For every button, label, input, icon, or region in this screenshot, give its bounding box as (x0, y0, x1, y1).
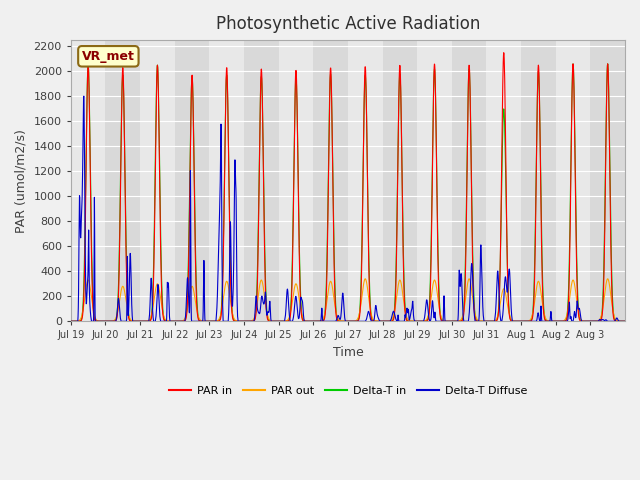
Text: VR_met: VR_met (82, 50, 135, 63)
Bar (175, 40, 209, 321)
Bar (106, 40, 140, 321)
Bar (314, 40, 348, 321)
Y-axis label: PAR (umol/m2/s): PAR (umol/m2/s) (15, 129, 28, 233)
Bar (521, 40, 556, 321)
Bar (383, 40, 417, 321)
Legend: PAR in, PAR out, Delta-T in, Delta-T Diffuse: PAR in, PAR out, Delta-T in, Delta-T Dif… (164, 381, 532, 400)
X-axis label: Time: Time (333, 346, 364, 359)
Title: Photosynthetic Active Radiation: Photosynthetic Active Radiation (216, 15, 480, 33)
Bar (452, 40, 486, 321)
Bar (590, 40, 625, 321)
Bar (244, 40, 278, 321)
